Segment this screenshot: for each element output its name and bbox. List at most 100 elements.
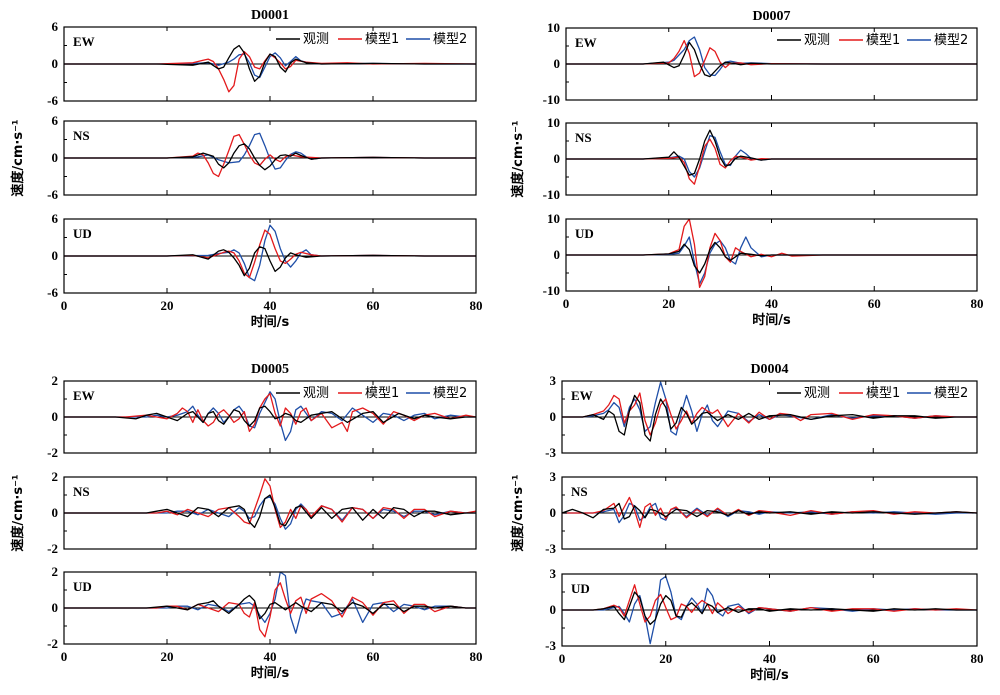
component-label: EW <box>73 388 95 403</box>
legend-label: 模型1 <box>365 386 399 401</box>
y-axis-label: 速度/cm·s⁻¹ <box>10 119 26 196</box>
x-tick-label: 80 <box>971 296 984 311</box>
y-tick-label: 3 <box>550 566 557 581</box>
series-line-model1 <box>64 582 476 638</box>
y-tick-label: 0 <box>52 600 59 615</box>
x-tick-label: 40 <box>763 651 776 666</box>
y-tick-label: 10 <box>547 115 560 130</box>
legend-label: 模型2 <box>934 386 968 401</box>
y-tick-label: -10 <box>543 92 560 107</box>
component-label: EW <box>73 34 95 49</box>
legend-label: 模型1 <box>866 33 900 48</box>
x-tick-label: 40 <box>765 296 778 311</box>
y-tick-label: 2 <box>52 469 59 484</box>
x-tick-label: 20 <box>161 298 174 313</box>
component-label: NS <box>575 130 592 145</box>
y-axis-label: 速度/cm·s⁻¹ <box>510 474 526 551</box>
x-tick-label: 40 <box>264 649 277 664</box>
x-tick-label: 20 <box>662 296 675 311</box>
x-tick-label: 80 <box>470 298 483 313</box>
legend: 观测 模型1 模型2 <box>777 386 968 401</box>
legend-label: 观测 <box>804 386 830 401</box>
y-axis-label: 速度/cm·s⁻¹ <box>10 474 26 551</box>
component-label: UD <box>571 581 590 596</box>
component-label: EW <box>575 35 597 50</box>
panel-ns: -6 0 6 NS <box>47 113 477 202</box>
y-tick-label: 0 <box>550 602 557 617</box>
y-tick-label: -2 <box>47 445 58 460</box>
series-line-model1 <box>566 138 977 185</box>
y-tick-label: -2 <box>47 636 58 651</box>
x-axis-label: 时间/s <box>251 665 290 681</box>
y-tick-label: 0 <box>554 56 561 71</box>
y-tick-label: 0 <box>550 505 557 520</box>
series-line-observed <box>562 394 977 442</box>
y-tick-label: -3 <box>545 638 556 653</box>
y-tick-label: 0 <box>52 56 59 71</box>
y-tick-label: -10 <box>543 283 560 298</box>
x-tick-label: 60 <box>367 298 380 313</box>
series-line-model2 <box>64 572 476 634</box>
legend-label: 模型1 <box>866 386 900 401</box>
y-tick-label: 10 <box>547 20 560 35</box>
y-tick-label: 0 <box>52 150 59 165</box>
y-tick-label: 0 <box>550 409 557 424</box>
y-tick-label: -6 <box>47 93 58 108</box>
series-line-model1 <box>64 133 476 178</box>
series-line-observed <box>562 591 977 626</box>
x-tick-label: 0 <box>559 651 566 666</box>
y-tick-label: 0 <box>554 247 561 262</box>
component-label: NS <box>571 484 588 499</box>
series-line-model1 <box>562 392 977 436</box>
legend-label: 观测 <box>804 33 830 48</box>
legend-label: 模型2 <box>433 386 467 401</box>
series-line-observed <box>562 502 977 520</box>
y-tick-label: 0 <box>554 151 561 166</box>
panel-ns: -2 0 2 NS <box>47 469 477 556</box>
y-tick-label: 0 <box>52 409 59 424</box>
series-line-model1 <box>562 584 977 623</box>
legend-label: 模型2 <box>433 32 467 47</box>
x-axis-label: 时间/s <box>752 312 791 328</box>
x-tick-label: 20 <box>659 651 672 666</box>
x-tick-label: 20 <box>161 649 174 664</box>
y-tick-label: 6 <box>52 113 59 128</box>
y-tick-label: 0 <box>52 505 59 520</box>
series-line-observed <box>64 594 476 620</box>
panel-ns: -3 0 3 NS <box>545 469 978 556</box>
series-line-model2 <box>566 134 977 178</box>
series-line-model1 <box>562 496 977 529</box>
panel-ew: -3 0 3 EW 观测 模型1 模型2 <box>545 373 978 460</box>
component-label: EW <box>571 388 593 403</box>
x-tick-label: 80 <box>470 649 483 664</box>
legend-label: 模型1 <box>365 32 399 47</box>
series-line-model1 <box>566 219 977 289</box>
y-tick-label: -6 <box>47 187 58 202</box>
x-tick-label: 40 <box>264 298 277 313</box>
component-label: UD <box>575 226 594 241</box>
panel-ew: -10 0 10 EW 观测 模型1 模型2 <box>543 20 978 107</box>
panel-ns: -10 0 10 NS <box>543 115 978 202</box>
legend: 观测 模型1 模型2 <box>276 386 467 401</box>
series-line-observed <box>566 129 977 176</box>
panel-ew: -6 0 6 EW 观测 模型1 模型2 <box>47 19 477 108</box>
series-line-model2 <box>64 52 476 79</box>
legend: 观测 模型1 模型2 <box>276 32 467 47</box>
legend-label: 模型2 <box>934 33 968 48</box>
series-line-model2 <box>64 224 476 282</box>
x-axis-label: 时间/s <box>251 314 290 330</box>
series-line-observed <box>566 241 977 274</box>
y-tick-label: -3 <box>545 541 556 556</box>
series-line-observed <box>64 44 476 82</box>
chart-title: D0005 <box>251 362 289 377</box>
y-tick-label: -10 <box>543 187 560 202</box>
series-line-model2 <box>566 36 977 77</box>
x-tick-label: 60 <box>867 651 880 666</box>
x-axis-label: 时间/s <box>750 667 789 683</box>
x-tick-label: 0 <box>61 649 68 664</box>
